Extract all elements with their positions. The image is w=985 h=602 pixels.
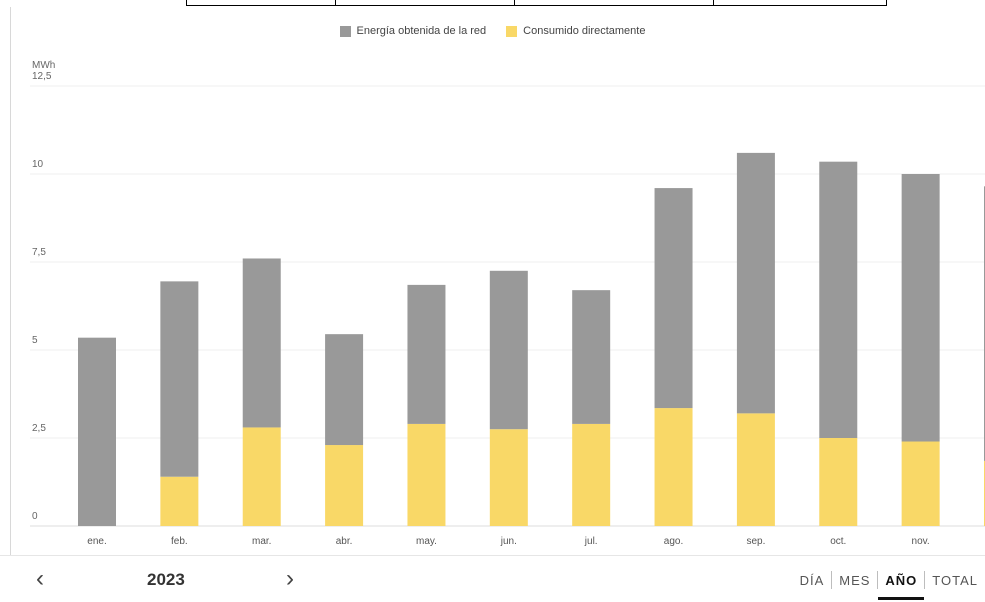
bar-direct[interactable] <box>654 408 693 526</box>
tab-total[interactable]: TOTAL <box>932 572 978 588</box>
range-tabs: DÍA MES AÑO TOTAL <box>793 571 985 600</box>
bar-direct[interactable] <box>736 413 775 526</box>
bar-grid[interactable] <box>489 270 528 430</box>
x-tick-label: ago. <box>664 536 683 547</box>
bar-grid[interactable] <box>736 152 775 414</box>
x-tick-label: abr. <box>336 536 353 547</box>
x-tick-label: sep. <box>746 536 765 547</box>
tab-separator <box>831 571 833 589</box>
bar-grid[interactable] <box>819 161 858 438</box>
tab-dia[interactable]: DÍA <box>799 572 825 588</box>
y-tick-label: 12,5 <box>32 71 52 82</box>
y-tick-label: 2,5 <box>32 423 46 434</box>
panel-border <box>10 7 11 555</box>
bar-grid[interactable] <box>901 174 940 442</box>
legend-label-direct: Consumido directamente <box>523 25 646 37</box>
period-navigation: ‹ 2023 › DÍA MES AÑO TOTAL <box>0 555 985 602</box>
bar-grid[interactable] <box>572 290 611 424</box>
header-cell <box>713 0 887 6</box>
bar-grid[interactable] <box>654 188 693 409</box>
stacked-bar-chart: MWh 0 2,5 5 7,5 10 12,5 ene. feb. mar. abr. may. j… <box>30 60 985 547</box>
chart-legend: Energía obtenida de la red Consumido dir… <box>0 25 985 37</box>
bars <box>78 152 985 526</box>
legend-item-direct[interactable]: Consumido directamente <box>506 25 645 37</box>
y-tick-labels: 0 2,5 5 7,5 10 12,5 <box>32 71 52 522</box>
tab-separator <box>877 571 879 589</box>
bar-grid[interactable] <box>160 281 199 477</box>
y-tick-label: 0 <box>32 511 38 522</box>
bar-direct[interactable] <box>242 427 281 526</box>
bar-direct[interactable] <box>407 423 446 526</box>
y-tick-label: 5 <box>32 335 38 346</box>
legend-item-grid[interactable]: Energía obtenida de la red <box>339 25 487 37</box>
previous-year-button[interactable]: ‹ <box>36 565 44 592</box>
x-tick-label: nov. <box>912 536 930 547</box>
tab-separator <box>924 571 926 589</box>
current-year-label: 2023 <box>147 570 185 589</box>
bar-grid[interactable] <box>242 258 281 428</box>
x-tick-label: mar. <box>252 536 271 547</box>
x-tick-label: may. <box>416 536 437 547</box>
x-tick-label: ene. <box>87 536 106 547</box>
bar-direct[interactable] <box>901 441 940 526</box>
bar-direct[interactable] <box>819 438 858 526</box>
bar-direct[interactable] <box>160 476 199 526</box>
x-tick-labels: ene. feb. mar. abr. may. jun. jul. ago. sep. oct.… <box>87 536 930 547</box>
legend-swatch-direct <box>506 25 518 37</box>
bar-direct[interactable] <box>489 429 528 526</box>
bar-grid[interactable] <box>325 334 364 446</box>
x-tick-label: jun. <box>500 536 517 547</box>
bar-direct[interactable] <box>572 423 611 526</box>
x-tick-label: feb. <box>171 536 188 547</box>
y-tick-label: 10 <box>32 159 44 170</box>
legend-swatch-grid <box>339 25 351 37</box>
y-axis-unit: MWh <box>32 60 55 71</box>
bar-grid[interactable] <box>78 337 116 526</box>
bar-grid[interactable] <box>407 284 446 424</box>
y-tick-label: 7,5 <box>32 247 46 258</box>
bar-direct[interactable] <box>325 445 364 526</box>
top-strip <box>0 0 985 7</box>
tab-ano[interactable]: AÑO <box>878 573 925 600</box>
legend-label-grid: Energía obtenida de la red <box>356 25 487 37</box>
x-tick-label: oct. <box>830 536 846 547</box>
x-tick-label: jul. <box>584 536 598 547</box>
tab-mes[interactable]: MES <box>839 572 871 588</box>
next-year-button[interactable]: › <box>286 565 294 592</box>
